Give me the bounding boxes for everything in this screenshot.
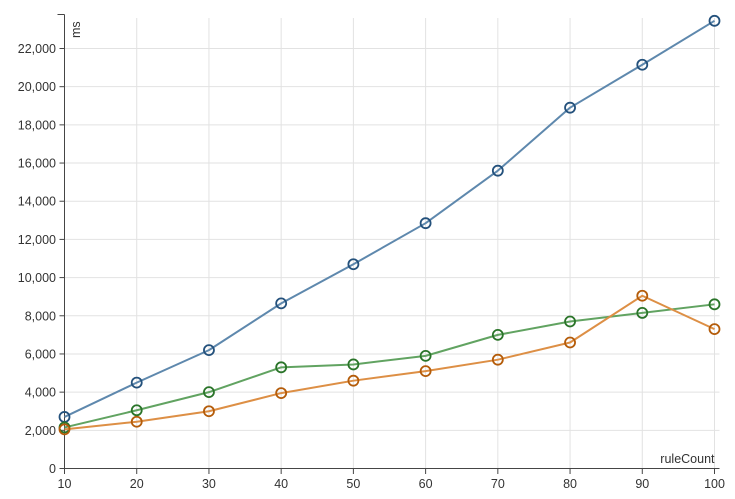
series-line — [64, 294, 715, 431]
data-point-marker[interactable] — [491, 353, 504, 366]
y-tick-label: 18,000 — [18, 118, 56, 132]
data-point-marker[interactable] — [203, 405, 215, 418]
data-point-marker[interactable] — [275, 297, 288, 310]
y-tick-label: 6,000 — [25, 347, 56, 361]
x-tick-label: 50 — [346, 477, 360, 491]
x-tick-label: 40 — [274, 477, 288, 491]
x-tick-label: 90 — [635, 477, 649, 491]
y-tick-label: 12,000 — [18, 233, 56, 247]
data-point-marker[interactable] — [491, 164, 504, 177]
data-point-marker[interactable] — [203, 344, 215, 357]
data-point-marker[interactable] — [564, 336, 576, 349]
data-point-marker[interactable] — [564, 315, 576, 328]
data-point-marker[interactable] — [636, 58, 649, 71]
data-point-marker[interactable] — [491, 328, 504, 341]
x-tick-label: 20 — [130, 477, 144, 491]
data-point-marker[interactable] — [347, 358, 360, 371]
x-tick-label: 60 — [419, 477, 433, 491]
y-tick-label: 14,000 — [18, 195, 56, 209]
data-point-marker[interactable] — [130, 415, 143, 428]
y-tick-label: 16,000 — [18, 157, 56, 171]
x-tick-label: 70 — [491, 477, 505, 491]
y-tick-label: 20,000 — [18, 80, 56, 94]
data-point-marker[interactable] — [130, 376, 143, 389]
green-series — [58, 298, 721, 434]
data-point-marker[interactable] — [203, 386, 215, 399]
x-axis-label: ruleCount — [660, 452, 715, 466]
data-point-marker[interactable] — [58, 423, 71, 436]
data-point-marker[interactable] — [275, 361, 288, 374]
y-tick-label: 22,000 — [18, 42, 56, 56]
y-tick-label: 2,000 — [25, 424, 56, 438]
data-point-marker[interactable] — [419, 365, 432, 378]
x-tick-label: 100 — [704, 477, 725, 491]
x-tick-label: 80 — [563, 477, 577, 491]
axes — [57, 14, 720, 474]
data-point-marker[interactable] — [419, 217, 432, 230]
tick-labels: 0 2,000 4,000 6,000 8,000 10,000 12,000 14,000 1… — [18, 21, 725, 491]
x-tick-label: 30 — [202, 477, 216, 491]
data-point-marker[interactable] — [708, 298, 721, 311]
data-point-marker[interactable] — [347, 374, 360, 387]
x-tick-label: 10 — [58, 477, 72, 491]
series-line — [64, 19, 716, 418]
y-axis-label: ms — [69, 21, 83, 38]
data-point-marker[interactable] — [564, 101, 576, 114]
data-point-marker[interactable] — [708, 14, 721, 27]
data-point-marker[interactable] — [419, 349, 432, 362]
data-point-marker[interactable] — [275, 387, 288, 399]
data-point-marker[interactable] — [636, 289, 649, 302]
data-point-marker[interactable] — [636, 307, 649, 319]
data-point-marker[interactable] — [130, 404, 143, 417]
y-tick-label: 10,000 — [18, 271, 56, 285]
blue-series — [58, 14, 721, 423]
y-tick-label: 0 — [49, 462, 56, 476]
orange-series — [58, 289, 721, 436]
series-line — [64, 303, 715, 429]
data-point-marker[interactable] — [708, 323, 721, 336]
data-point-marker[interactable] — [347, 258, 360, 271]
y-tick-label: 8,000 — [25, 309, 56, 323]
y-tick-label: 4,000 — [25, 386, 56, 400]
